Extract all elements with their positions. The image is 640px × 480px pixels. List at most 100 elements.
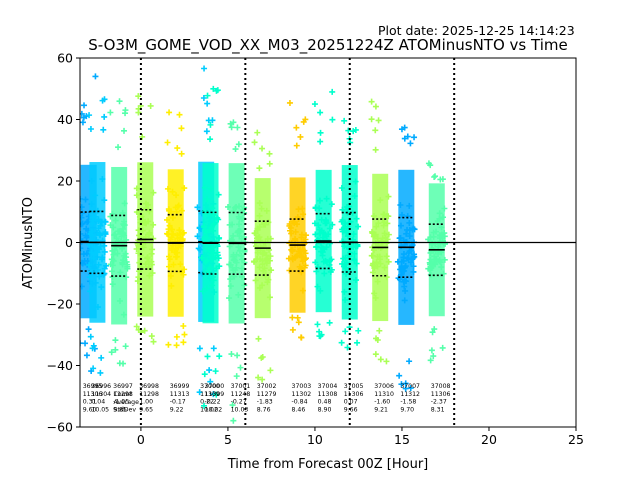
scatter-point — [259, 376, 266, 383]
scatter-point — [91, 244, 98, 251]
scatter-point — [377, 356, 384, 363]
scatter-point — [432, 256, 439, 263]
bin-stat-label: 11306 — [431, 391, 451, 398]
scatter-point — [350, 231, 357, 238]
scatter-point — [317, 109, 324, 116]
scatter-point — [401, 264, 408, 271]
scatter-point — [216, 234, 223, 241]
bin-stat-label: -1.58 — [400, 399, 416, 406]
scatter-point — [80, 220, 86, 227]
scatter-point — [317, 129, 324, 136]
bin-stat-label: -0.27 — [231, 399, 247, 406]
scatter-point — [150, 338, 157, 345]
x-axis-label: Time from Forecast 00Z [Hour] — [227, 457, 429, 472]
scatter-point — [338, 218, 345, 225]
scatter-point — [241, 204, 248, 211]
scatter-column — [311, 88, 336, 340]
scatter-point — [226, 295, 233, 302]
scatter-point — [80, 114, 87, 121]
scatter-point — [329, 88, 336, 95]
scatter-point — [373, 223, 380, 230]
scatter-point — [80, 119, 86, 126]
scatter-point — [368, 98, 375, 105]
scatter-point — [232, 146, 239, 153]
scatter-point — [121, 218, 128, 225]
scatter-point — [287, 227, 294, 234]
scatter-point — [256, 212, 263, 219]
bin-stat-label: 11298 — [113, 391, 133, 398]
scatter-point — [429, 262, 436, 269]
scatter-point — [374, 278, 381, 285]
bin-stat-label: 8.46 — [292, 406, 306, 413]
scatter-point — [194, 233, 201, 240]
bin-stat-label: 37004 — [318, 383, 338, 390]
scatter-point — [327, 268, 334, 275]
scatter-point — [410, 268, 417, 275]
scatter-point — [122, 110, 129, 117]
scatter-point — [230, 119, 237, 126]
scatter-point — [201, 371, 208, 378]
scatter-point — [397, 222, 404, 229]
scatter-point — [202, 258, 209, 265]
scatter-point — [149, 270, 156, 277]
scatter-point — [133, 209, 140, 216]
scatter-point — [286, 240, 293, 247]
scatter-point — [86, 262, 93, 269]
scatter-point — [344, 344, 351, 351]
bin-stat-label: 37003 — [292, 383, 312, 390]
scatter-point — [83, 225, 90, 232]
scatter-point — [319, 252, 326, 259]
scatter-point — [99, 176, 106, 183]
scatter-point — [437, 259, 444, 266]
bin-stat-label: 0.04 — [91, 399, 105, 406]
scatter-point — [385, 193, 392, 200]
scatter-point — [203, 128, 210, 135]
scatter-point — [430, 233, 437, 240]
scatter-point — [313, 243, 320, 250]
scatter-point — [351, 256, 358, 263]
scatter-point — [383, 358, 390, 365]
scatter-point — [150, 235, 157, 242]
scatter-point — [167, 272, 174, 279]
scatter-point — [340, 263, 347, 270]
bin-stat-label: 11309 — [205, 391, 225, 398]
scatter-point — [411, 134, 418, 141]
x-tick-label: 25 — [568, 432, 584, 447]
bin-stat-label: 37000 — [205, 383, 225, 390]
scatter-point — [98, 256, 105, 263]
scatter-point — [441, 205, 448, 212]
scatter-point — [88, 249, 95, 256]
scatter-point — [324, 258, 331, 265]
scatter-point — [341, 288, 348, 295]
scatter-point — [173, 208, 180, 215]
scatter-column — [425, 160, 449, 364]
bin-stat-label: 37001 — [231, 383, 251, 390]
bin-stat-label: 11248 — [231, 391, 251, 398]
scatter-point — [377, 197, 384, 204]
scatter-point — [164, 185, 171, 192]
scatter-point — [203, 285, 210, 292]
scatter-point — [226, 243, 233, 250]
scatter-point — [261, 249, 268, 256]
scatter-point — [98, 284, 105, 291]
scatter-point — [370, 213, 377, 220]
bin-stat-label: 11306 — [344, 391, 364, 398]
scatter-point — [227, 276, 234, 283]
scatter-point — [95, 217, 102, 224]
scatter-point — [302, 256, 309, 263]
scatter-point — [103, 262, 110, 269]
scatter-point — [205, 117, 212, 124]
scatter-point — [198, 254, 205, 261]
scatter-point — [351, 193, 358, 200]
scatter-point — [230, 417, 237, 424]
scatter-point — [230, 253, 237, 260]
scatter-point — [314, 263, 321, 270]
scatter-point — [400, 257, 407, 264]
scatter-point — [258, 205, 265, 212]
scatter-point — [178, 207, 185, 214]
scatter-point — [292, 253, 299, 260]
x-tick-label: 10 — [307, 432, 323, 447]
scatter-point — [146, 272, 153, 279]
scatter-point — [317, 138, 324, 145]
scatter-point — [178, 150, 185, 157]
